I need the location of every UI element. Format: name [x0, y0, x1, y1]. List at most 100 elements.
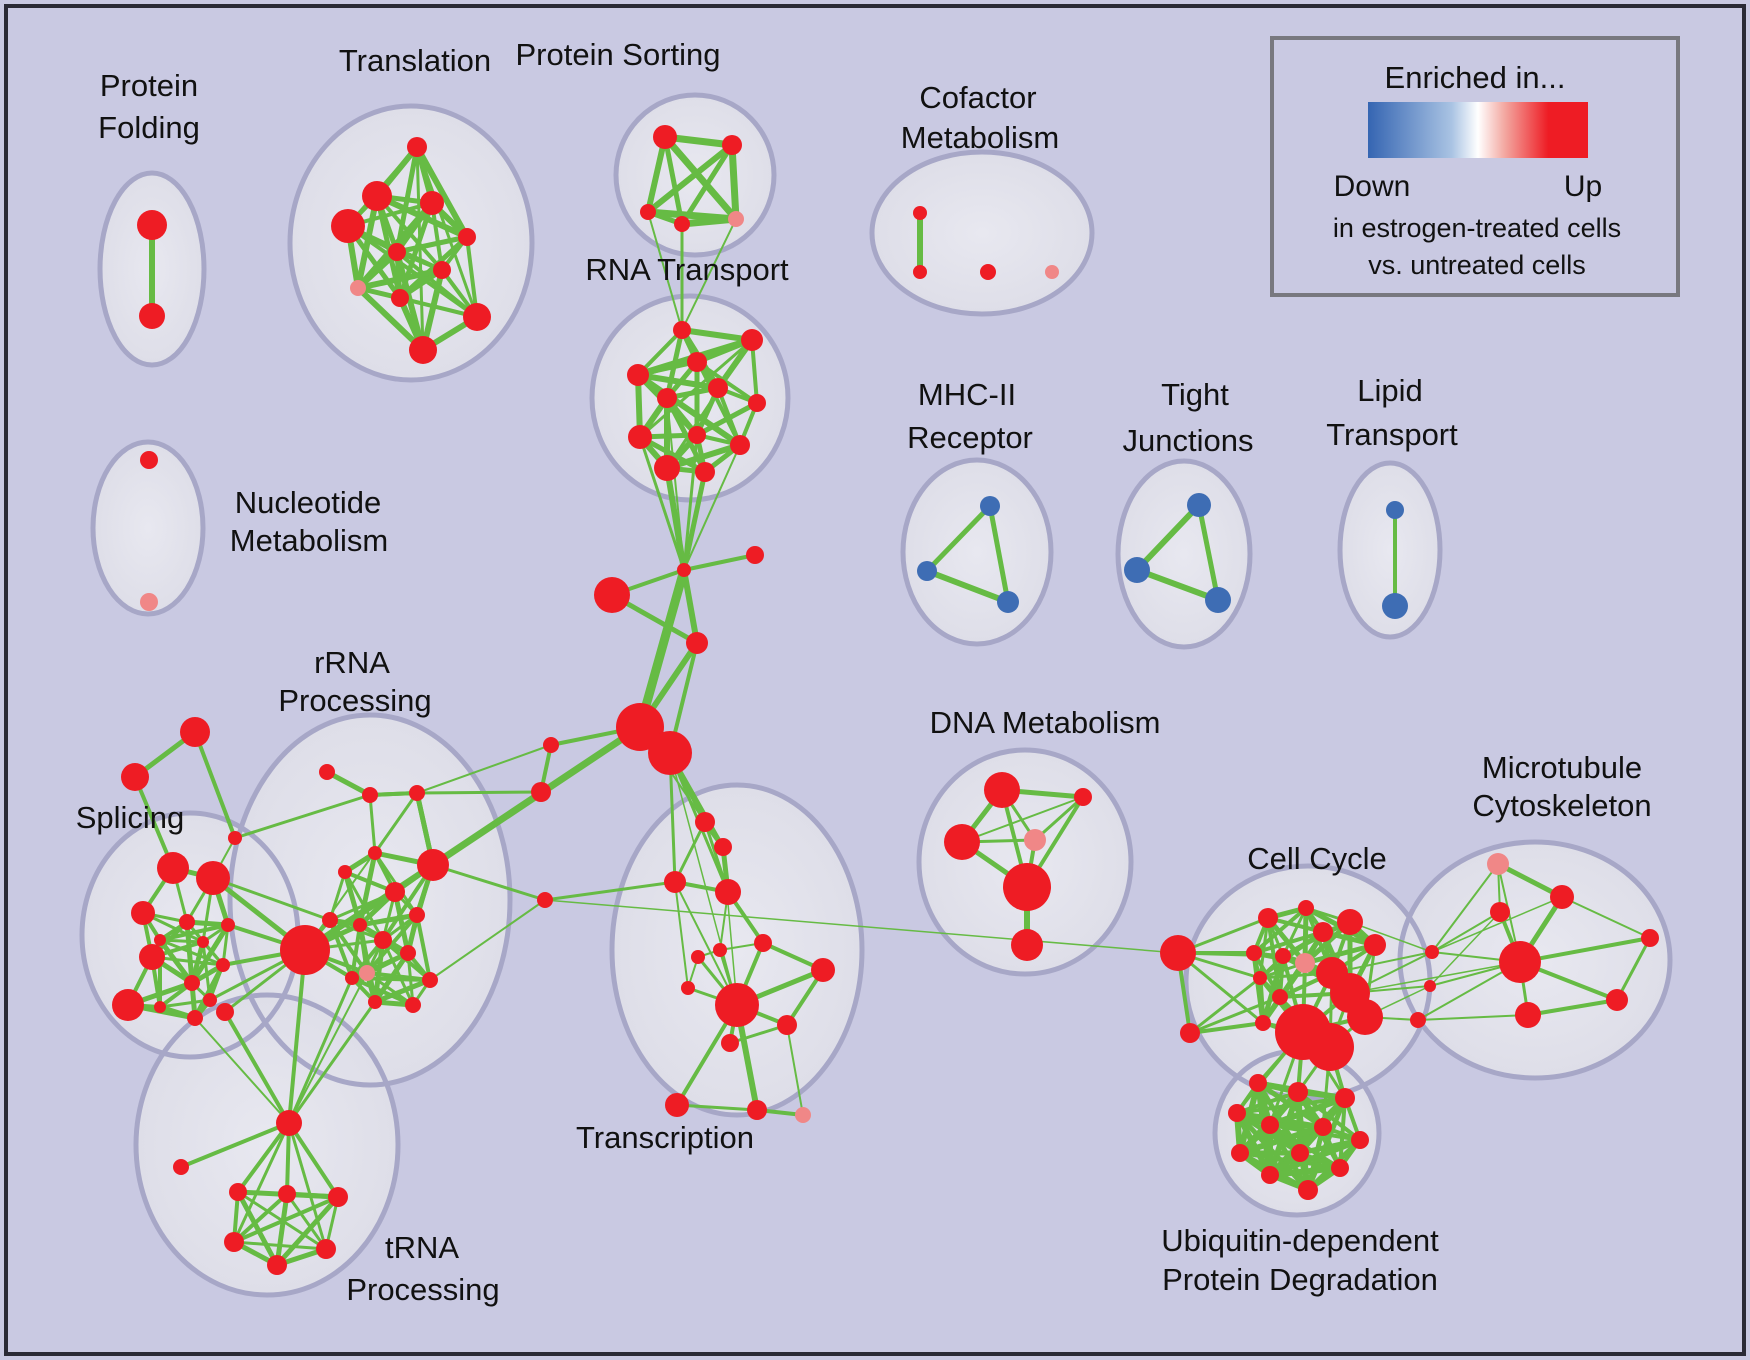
- node-rt-5: [657, 388, 677, 408]
- edge-inter: [638, 435, 686, 572]
- node-tj-2: [1205, 587, 1231, 613]
- node-cc-3: [1337, 909, 1363, 935]
- edge-inter: [429, 899, 546, 981]
- node-tr-5: [224, 1232, 244, 1252]
- edge-cc: [1188, 995, 1282, 1035]
- edge-inter: [194, 1017, 290, 1124]
- edge-cc: [1302, 942, 1378, 966]
- node-cc-17: [1180, 1023, 1200, 1043]
- edge-rr: [415, 913, 432, 982]
- node-sp-12: [203, 993, 217, 1007]
- edge-rr: [373, 791, 419, 855]
- node-rr-4: [338, 865, 352, 879]
- node-sp-1: [196, 861, 230, 895]
- cluster-label-ub-line0: Ubiquitin-dependent: [1161, 1223, 1439, 1258]
- cluster-ellipse-border-cf: [869, 149, 1095, 317]
- cluster-label-rr-line1: Processing: [278, 683, 431, 718]
- edge-inter: [1417, 1014, 1529, 1021]
- node-tx-3: [715, 879, 741, 905]
- edge-rr: [342, 869, 363, 928]
- edge-sp: [157, 937, 195, 986]
- node-fr-2: [594, 577, 630, 613]
- edge-inter: [1431, 863, 1499, 953]
- node-tl-3: [331, 209, 365, 243]
- edge-tr: [232, 1192, 289, 1244]
- edge-rt: [695, 360, 759, 405]
- edge-inter: [1349, 921, 1433, 953]
- legend-subtitle-1: in estrogen-treated cells: [1333, 213, 1621, 243]
- node-fr-0: [746, 546, 764, 564]
- node-lt-0: [1386, 501, 1404, 519]
- node-rt-2: [687, 352, 707, 372]
- node-fr-4: [616, 703, 664, 751]
- legend-down-label: Down: [1334, 170, 1411, 203]
- cluster-label-mh-line1: Receptor: [907, 420, 1033, 455]
- node-cc-1: [1298, 900, 1314, 916]
- cluster-ellipse-strokes: [79, 92, 1673, 1298]
- edge-inter: [287, 948, 307, 1125]
- edge-tr: [236, 1121, 291, 1194]
- cluster-label-cf-line0: Cofactor: [919, 80, 1036, 115]
- edge-mh: [924, 503, 993, 574]
- cluster-label-tj-line1: Junctions: [1123, 423, 1254, 458]
- node-rt-8: [688, 426, 706, 444]
- edge-tr: [223, 1010, 291, 1125]
- node-ps-3: [674, 216, 690, 232]
- edge-tj: [1134, 567, 1221, 603]
- node-dm-0: [984, 772, 1020, 808]
- node-tx-0: [695, 812, 715, 832]
- edge-tr: [287, 1121, 328, 1251]
- figure-border: [4, 4, 1746, 1356]
- node-fr-6: [543, 737, 559, 753]
- cluster-ellipse-border-tl: [287, 103, 535, 383]
- edge-sp: [158, 938, 205, 944]
- node-tj-0: [1187, 493, 1211, 517]
- node-sp-10: [184, 975, 200, 991]
- cluster-label-ub-line1: Protein Degradation: [1162, 1262, 1438, 1297]
- cluster-ellipse-border-mh: [900, 457, 1054, 647]
- node-rt-9: [730, 435, 750, 455]
- edge-inter: [1429, 911, 1501, 987]
- node-tl-6: [433, 261, 451, 279]
- node-tl-8: [391, 289, 409, 307]
- node-fr-14: [1410, 1012, 1426, 1028]
- cluster-ellipse-border-tr: [133, 992, 401, 1298]
- node-tx-6: [691, 950, 705, 964]
- cluster-ellipse-border-ps: [613, 92, 777, 258]
- cluster-label-rr-line0: rRNA: [314, 645, 390, 680]
- node-sp-5: [154, 934, 166, 946]
- node-tx-13: [747, 1100, 767, 1120]
- edge-rr: [372, 977, 433, 1005]
- node-ub-4: [1261, 1116, 1279, 1134]
- edge-inter: [288, 972, 368, 1124]
- edge-tl: [394, 234, 470, 255]
- node-mh-1: [917, 561, 937, 581]
- edge-inter: [681, 218, 737, 331]
- edge-tr: [285, 1192, 328, 1251]
- node-cc-6: [1275, 948, 1291, 964]
- edge-rr: [357, 850, 378, 928]
- cluster-label-cf-line1: Metabolism: [901, 120, 1060, 155]
- node-lt-1: [1382, 593, 1408, 619]
- node-tx-1: [714, 838, 732, 856]
- cluster-ellipse-border-lt: [1337, 460, 1443, 640]
- cluster-ellipse-cf: [872, 152, 1092, 314]
- legend-title: Enriched in...: [1385, 60, 1566, 95]
- node-mt-1: [1550, 885, 1574, 909]
- edge-dm: [961, 796, 1084, 843]
- node-ub-1: [1288, 1082, 1308, 1102]
- edge-ub: [1267, 1165, 1343, 1178]
- edge-inter: [1431, 911, 1501, 953]
- node-fr-1: [677, 563, 691, 577]
- edge-ub: [1235, 1096, 1347, 1115]
- node-rr-8: [280, 925, 330, 975]
- node-rr-3: [368, 846, 382, 860]
- node-dm-3: [1024, 829, 1046, 851]
- node-ps-2: [640, 204, 656, 220]
- node-tl-0: [407, 137, 427, 157]
- node-cc-11: [1272, 989, 1288, 1005]
- edge-tx: [786, 1024, 804, 1116]
- node-sp-4: [221, 918, 235, 932]
- edge-inter: [233, 793, 372, 840]
